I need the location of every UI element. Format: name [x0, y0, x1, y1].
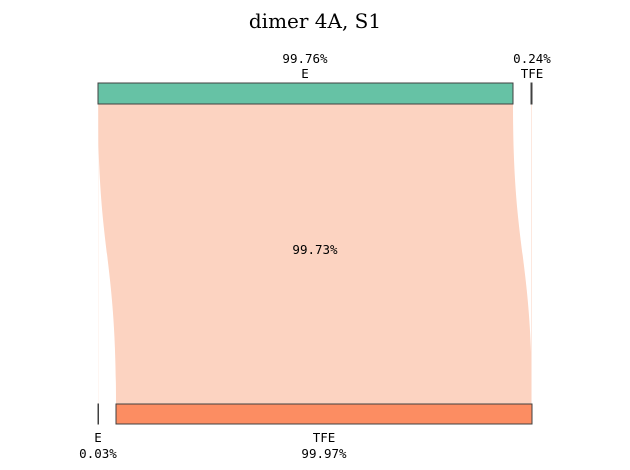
- chart-title: dimer 4A, S1: [249, 9, 381, 33]
- flow-e-to-tfe: [98, 104, 532, 404]
- top-tfe-name: TFE: [521, 66, 544, 81]
- top-bar-e: [97, 82, 514, 105]
- bottom-e-percent: 0.03%: [79, 446, 117, 461]
- top-e-percent: 99.76%: [282, 51, 328, 66]
- top-bar-tfe: [530, 82, 533, 105]
- bottom-bar-tfe: [115, 403, 533, 425]
- bottom-e-name: E: [94, 430, 102, 445]
- flow-tfe-to-tfe: [531, 104, 532, 404]
- top-e-name: E: [301, 66, 309, 81]
- flow-label-e-to-tfe: 99.73%: [292, 242, 338, 257]
- bottom-bar-e: [97, 403, 99, 425]
- bottom-tfe-name: TFE: [313, 430, 336, 445]
- bottom-tfe-percent: 99.97%: [301, 446, 347, 461]
- top-tfe-percent: 0.24%: [513, 51, 551, 66]
